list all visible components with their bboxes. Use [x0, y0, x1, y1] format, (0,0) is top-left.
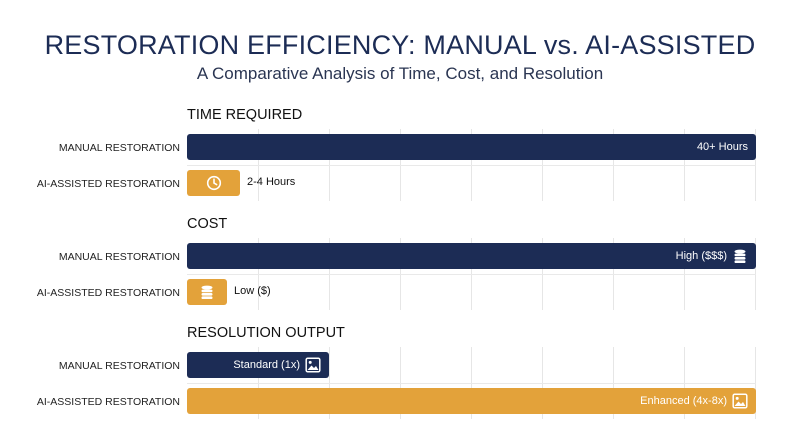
category-label: AI-ASSISTED RESTORATION	[36, 287, 180, 299]
plot-area: 40+ Hours 2-4 Hours	[187, 129, 756, 201]
bar-ai	[187, 279, 227, 305]
bar-ai	[187, 170, 240, 196]
data-label: Low ($)	[234, 285, 271, 297]
image-icon	[305, 357, 321, 373]
data-label: High ($$$)	[675, 250, 727, 262]
category-label: MANUAL RESTORATION	[58, 142, 180, 154]
grid-line	[187, 383, 756, 384]
data-label: Standard (1x)	[233, 359, 300, 371]
category-label: MANUAL RESTORATION	[58, 251, 180, 263]
bar-ai: Enhanced (4x-8x)	[187, 388, 756, 414]
data-label: 2-4 Hours	[247, 176, 296, 188]
category-label: AI-ASSISTED RESTORATION	[36, 396, 180, 408]
data-label: 40+ Hours	[696, 141, 748, 153]
plot-area: High ($$$) Low ($)	[187, 238, 756, 310]
category-label: MANUAL RESTORATION	[58, 360, 180, 372]
bar-manual: 40+ Hours	[187, 134, 756, 160]
chart-title: RESTORATION EFFICIENCY: MANUAL vs. AI-AS…	[44, 30, 756, 60]
section-title: RESOLUTION OUTPUT	[187, 325, 345, 341]
grid-line	[187, 274, 756, 275]
plot-area: Standard (1x) Enhanced (4x-8x)	[187, 347, 756, 419]
section-title: COST	[187, 216, 228, 232]
image-icon	[732, 393, 748, 409]
grid-line	[187, 165, 756, 166]
section-title: TIME REQUIRED	[187, 107, 303, 123]
chart-subtitle: A Comparative Analysis of Time, Cost, an…	[196, 64, 604, 83]
category-label: AI-ASSISTED RESTORATION	[36, 178, 180, 190]
coin-stack-icon	[199, 284, 215, 300]
data-label: Enhanced (4x-8x)	[640, 395, 727, 407]
bar-manual: High ($$$)	[187, 243, 756, 269]
coin-stack-icon	[732, 248, 748, 264]
clock-icon	[206, 175, 222, 191]
bar-manual: Standard (1x)	[187, 352, 329, 378]
